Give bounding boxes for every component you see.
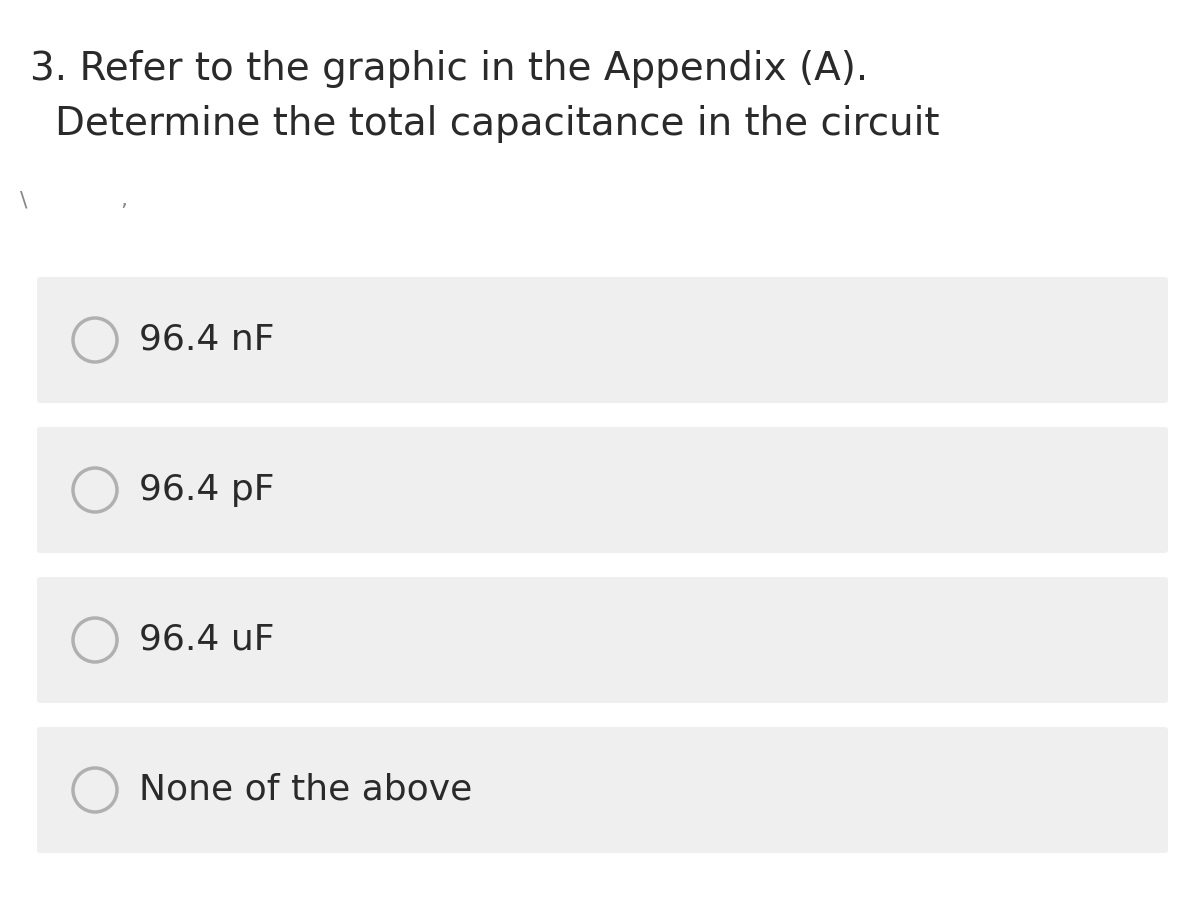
Circle shape: [73, 768, 118, 812]
Text: 96.4 nF: 96.4 nF: [139, 323, 275, 357]
Text: \: \: [20, 190, 28, 210]
Text: ,: ,: [120, 190, 127, 210]
Text: 3. Refer to the graphic in the Appendix (A).: 3. Refer to the graphic in the Appendix …: [30, 50, 869, 88]
Text: 96.4 pF: 96.4 pF: [139, 473, 275, 507]
Text: None of the above: None of the above: [139, 773, 473, 807]
Text: Determine the total capacitance in the circuit: Determine the total capacitance in the c…: [55, 105, 940, 143]
FancyBboxPatch shape: [37, 577, 1168, 703]
FancyBboxPatch shape: [37, 277, 1168, 403]
Circle shape: [73, 318, 118, 362]
FancyBboxPatch shape: [37, 727, 1168, 853]
FancyBboxPatch shape: [37, 427, 1168, 553]
Circle shape: [73, 618, 118, 662]
Circle shape: [73, 468, 118, 512]
Text: 96.4 uF: 96.4 uF: [139, 623, 275, 657]
